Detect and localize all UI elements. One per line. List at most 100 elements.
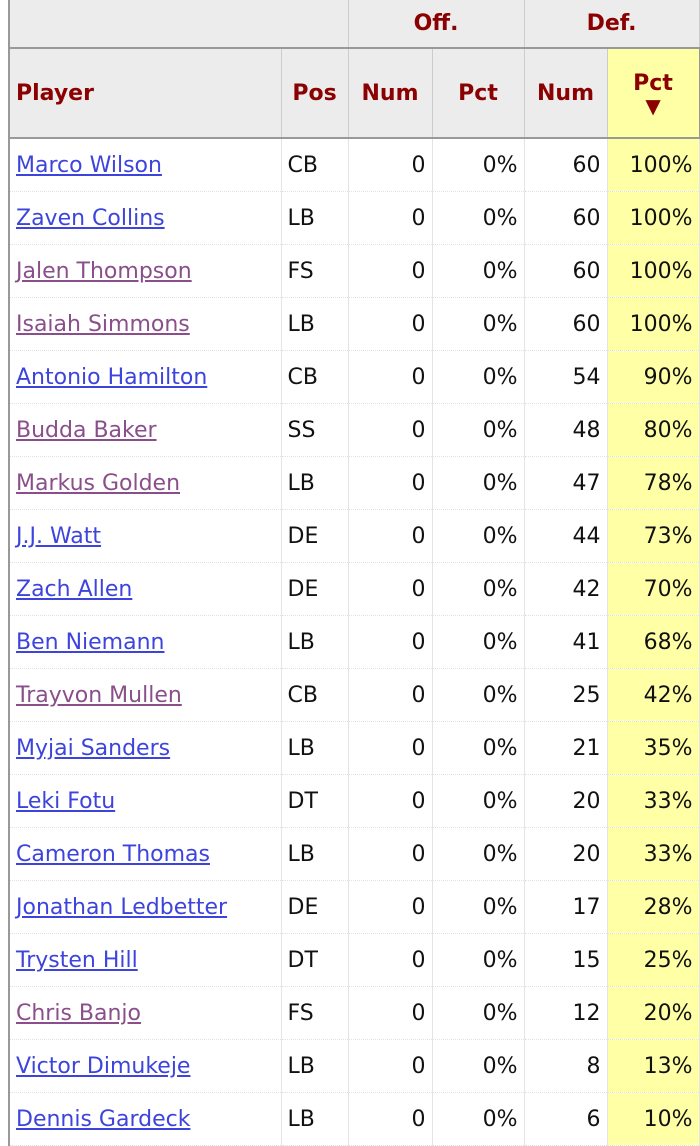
player-link[interactable]: Trayvon Mullen (16, 682, 182, 708)
player-link[interactable]: Marco Wilson (16, 152, 162, 178)
table-row: Victor Dimukeje LB 0 0% 8 13% (8, 1039, 700, 1093)
col-def-num[interactable]: Num (523, 47, 608, 139)
table-row: Isaiah Simmons LB 0 0% 60 100% (8, 297, 700, 351)
off-pct-cell: 0% (432, 774, 525, 828)
off-pct-cell: 0% (432, 933, 525, 987)
off-num-cell: 0 (348, 244, 433, 298)
group-defense: Def. (523, 0, 700, 49)
off-num-cell: 0 (348, 137, 433, 192)
player-link[interactable]: Myjai Sanders (16, 735, 171, 761)
player-cell: Marco Wilson (8, 137, 282, 192)
def-pct-cell: 100% (607, 297, 700, 351)
def-pct-cell: 80% (607, 403, 700, 457)
off-pct-cell: 0% (432, 191, 525, 245)
def-num-cell: 54 (524, 350, 608, 404)
col-off-pct[interactable]: Pct (431, 47, 525, 139)
def-num-cell: 60 (524, 244, 608, 298)
off-num-cell: 0 (348, 562, 433, 616)
pos-cell: CB (281, 350, 349, 404)
player-link[interactable]: Markus Golden (16, 470, 181, 496)
player-link[interactable]: Cameron Thomas (16, 841, 210, 867)
off-pct-cell: 0% (432, 668, 525, 722)
player-link[interactable]: Zach Allen (16, 576, 133, 602)
table-row: Dennis Gardeck LB 0 0% 6 10% (8, 1092, 700, 1146)
player-link[interactable]: Dennis Gardeck (16, 1106, 191, 1132)
def-num-cell: 47 (524, 456, 608, 510)
table-row: Ben Niemann LB 0 0% 41 68% (8, 615, 700, 669)
column-header-row: Player Pos Num Pct Num Pct ▼ (8, 47, 700, 139)
col-player[interactable]: Player (8, 47, 282, 139)
def-num-cell: 21 (524, 721, 608, 775)
def-pct-cell: 20% (607, 986, 700, 1040)
def-num-cell: 42 (524, 562, 608, 616)
player-link[interactable]: Victor Dimukeje (16, 1053, 191, 1079)
pos-cell: DE (281, 562, 349, 616)
pos-cell: SS (281, 403, 349, 457)
def-num-cell: 6 (524, 1092, 608, 1146)
table-row: Leki Fotu DT 0 0% 20 33% (8, 774, 700, 828)
pos-cell: DT (281, 774, 349, 828)
pos-cell: DE (281, 880, 349, 934)
table-row: Zaven Collins LB 0 0% 60 100% (8, 191, 700, 245)
table-row: Cameron Thomas LB 0 0% 20 33% (8, 827, 700, 881)
player-cell: Zach Allen (8, 562, 282, 616)
player-cell: Budda Baker (8, 403, 282, 457)
def-num-cell: 60 (524, 191, 608, 245)
sort-desc-icon: ▼ (645, 93, 661, 118)
table-row: Trayvon Mullen CB 0 0% 25 42% (8, 668, 700, 722)
pos-cell: LB (281, 721, 349, 775)
off-num-cell: 0 (348, 933, 433, 987)
player-link[interactable]: Isaiah Simmons (16, 311, 190, 337)
player-link[interactable]: Zaven Collins (16, 205, 165, 231)
table-row: Budda Baker SS 0 0% 48 80% (8, 403, 700, 457)
def-pct-cell: 100% (607, 191, 700, 245)
player-link[interactable]: Chris Banjo (16, 1000, 142, 1026)
pos-cell: DE (281, 509, 349, 563)
player-link[interactable]: Leki Fotu (16, 788, 116, 814)
player-link[interactable]: Ben Niemann (16, 629, 165, 655)
pos-cell: LB (281, 827, 349, 881)
def-num-cell: 60 (524, 137, 608, 192)
player-cell: Cameron Thomas (8, 827, 282, 881)
def-pct-cell: 13% (607, 1039, 700, 1093)
def-pct-cell: 68% (607, 615, 700, 669)
col-pos[interactable]: Pos (280, 47, 349, 139)
def-pct-cell: 90% (607, 350, 700, 404)
col-def-pct[interactable]: Pct ▼ (606, 47, 700, 139)
off-num-cell: 0 (348, 986, 433, 1040)
def-pct-cell: 42% (607, 668, 700, 722)
table-row: Markus Golden LB 0 0% 47 78% (8, 456, 700, 510)
player-cell: Leki Fotu (8, 774, 282, 828)
table-row: Jalen Thompson FS 0 0% 60 100% (8, 244, 700, 298)
player-cell: Markus Golden (8, 456, 282, 510)
pos-cell: FS (281, 986, 349, 1040)
off-pct-cell: 0% (432, 880, 525, 934)
player-link[interactable]: J.J. Watt (16, 523, 102, 549)
def-num-cell: 44 (524, 509, 608, 563)
group-offense: Off. (347, 0, 525, 49)
player-link[interactable]: Trysten Hill (16, 947, 138, 973)
off-pct-cell: 0% (432, 137, 525, 192)
def-num-cell: 12 (524, 986, 608, 1040)
player-cell: Victor Dimukeje (8, 1039, 282, 1093)
player-cell: Myjai Sanders (8, 721, 282, 775)
def-pct-cell: 25% (607, 933, 700, 987)
player-link[interactable]: Antonio Hamilton (16, 364, 208, 390)
col-def-pct-label: Pct (633, 70, 673, 96)
def-num-cell: 48 (524, 403, 608, 457)
def-pct-cell: 78% (607, 456, 700, 510)
player-link[interactable]: Jalen Thompson (16, 258, 192, 284)
player-cell: Isaiah Simmons (8, 297, 282, 351)
def-pct-cell: 70% (607, 562, 700, 616)
pos-cell: LB (281, 191, 349, 245)
def-pct-cell: 73% (607, 509, 700, 563)
off-pct-cell: 0% (432, 721, 525, 775)
def-pct-cell: 10% (607, 1092, 700, 1146)
player-link[interactable]: Budda Baker (16, 417, 157, 443)
col-off-num[interactable]: Num (347, 47, 433, 139)
pos-cell: FS (281, 244, 349, 298)
def-pct-cell: 35% (607, 721, 700, 775)
pos-cell: LB (281, 297, 349, 351)
player-link[interactable]: Jonathan Ledbetter (16, 894, 228, 920)
pos-cell: CB (281, 668, 349, 722)
